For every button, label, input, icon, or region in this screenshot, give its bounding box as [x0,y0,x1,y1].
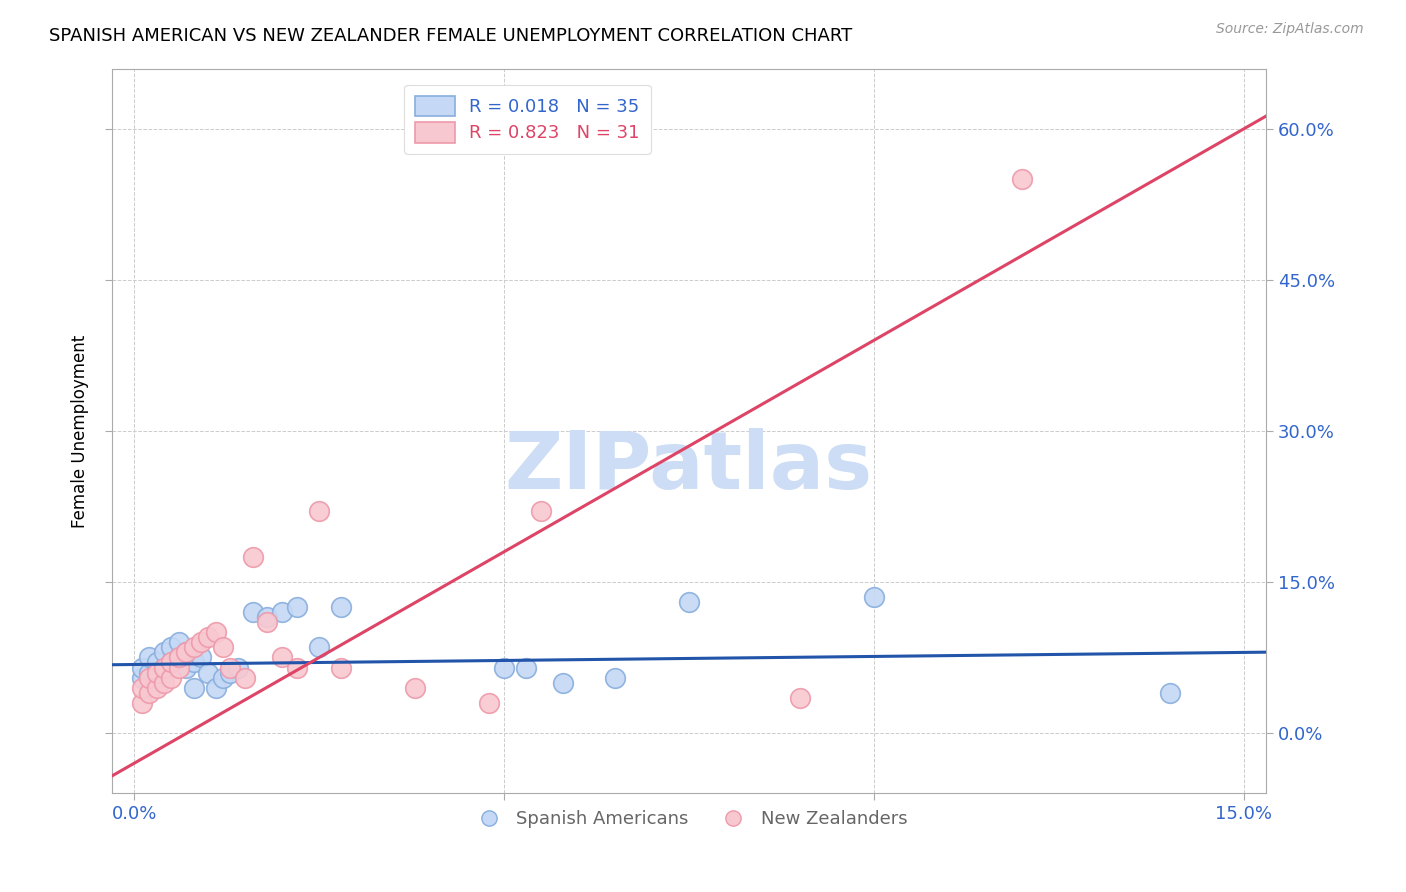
Point [183,640,205,655]
Point [285,600,308,615]
Point [145,665,167,680]
Point [515,660,537,674]
Point [494,660,516,674]
Point [174,645,197,659]
Point [603,671,626,685]
Point [160,640,183,655]
Point [256,610,278,624]
Point [308,640,330,655]
Point [212,640,235,655]
Point [145,656,167,670]
Point [212,671,235,685]
Point [131,696,153,710]
Point [153,660,176,674]
Point [553,675,575,690]
Point [233,671,256,685]
Point [219,660,242,674]
Point [153,645,176,659]
Text: SPANISH AMERICAN VS NEW ZEALANDER FEMALE UNEMPLOYMENT CORRELATION CHART: SPANISH AMERICAN VS NEW ZEALANDER FEMALE… [49,27,852,45]
Point [138,671,160,685]
Point [131,660,153,674]
Point [160,671,183,685]
Point [138,665,160,680]
Point [219,665,242,680]
Point [863,590,886,604]
Y-axis label: Female Unemployment: Female Unemployment [72,334,89,527]
Point [271,605,294,619]
Point [153,675,176,690]
Point [197,665,219,680]
Point [197,630,219,644]
Point [167,660,190,674]
Point [256,615,278,630]
Point [204,681,226,695]
Point [1011,172,1033,186]
Point [183,681,205,695]
Point [789,690,811,705]
Point [330,660,353,674]
Point [167,650,190,665]
Point [678,595,700,609]
Point [174,645,197,659]
Point [153,660,176,674]
Point [285,660,308,674]
Point [183,656,205,670]
Point [167,635,190,649]
Point [308,504,330,518]
Point [242,549,264,564]
Point [138,686,160,700]
Text: ZIPatlas: ZIPatlas [505,428,873,506]
Point [530,504,553,518]
Legend: Spanish Americans, New Zealanders: Spanish Americans, New Zealanders [464,803,914,835]
Point [174,660,197,674]
Point [145,671,167,685]
Point [190,650,212,665]
Point [242,605,264,619]
Text: Source: ZipAtlas.com: Source: ZipAtlas.com [1216,22,1364,37]
Point [160,656,183,670]
Point [138,650,160,665]
Point [145,681,167,695]
Point [226,660,249,674]
Point [131,681,153,695]
Point [131,671,153,685]
Point [190,635,212,649]
Point [478,696,501,710]
Point [160,656,183,670]
Point [330,600,353,615]
Point [204,625,226,640]
Point [404,681,426,695]
Point [1159,686,1181,700]
Point [271,650,294,665]
Point [167,650,190,665]
